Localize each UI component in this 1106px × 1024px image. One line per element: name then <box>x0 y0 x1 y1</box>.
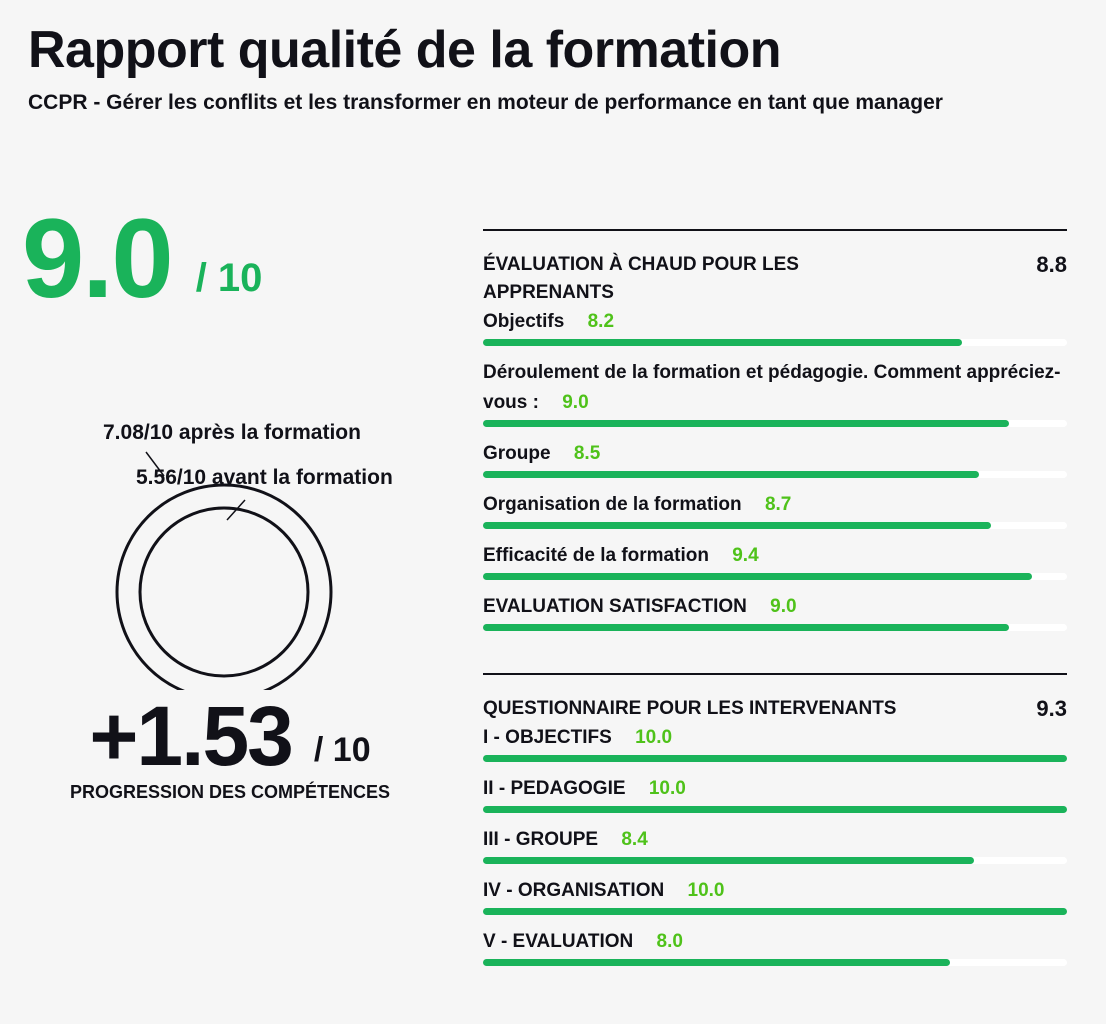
score-bar-track <box>483 806 1067 813</box>
competence-circles: 7.08/10 après la formation 5.56/10 avant… <box>0 400 460 701</box>
criterion-name: I - OBJECTIFS <box>483 727 612 748</box>
overall-score-value: 9.0 <box>22 196 174 321</box>
criterion-row: IV - ORGANISATION 10.0 <box>483 876 1067 915</box>
score-bar-fill <box>483 420 1009 427</box>
training-subtitle: CCPR - Gérer les conflits et les transfo… <box>28 91 943 114</box>
criterion-name: II - PEDAGOGIE <box>483 778 626 799</box>
section-score: 9.3 <box>1036 696 1067 721</box>
progression-value: +1.53 <box>89 689 294 783</box>
score-bar-track <box>483 420 1067 427</box>
criterion-label: EVALUATION SATISFACTION 9.0 <box>483 592 1067 622</box>
score-bar-track <box>483 522 1067 529</box>
score-bar-track <box>483 959 1067 966</box>
after-training-circle <box>115 483 333 701</box>
section-title: ÉVALUATION À CHAUD POUR LES APPRENANTS <box>483 254 799 303</box>
criterion-row: Efficacité de la formation 9.4 <box>483 541 1067 580</box>
trainers-questionnaire-section: QUESTIONNAIRE POUR LES INTERVENANTS 9.3 … <box>483 673 1067 978</box>
competence-progression: +1.53 / 10 PROGRESSION DES COMPÉTENCES <box>0 690 460 803</box>
criterion-name: Objectifs <box>483 311 565 332</box>
before-training-circle <box>138 506 310 678</box>
criterion-row: Groupe 8.5 <box>483 439 1067 478</box>
criterion-score: 9.0 <box>562 392 589 413</box>
score-bar-fill <box>483 471 980 478</box>
score-bar-fill <box>483 573 1032 580</box>
criterion-label: Déroulement de la formation et pédagogie… <box>483 358 1067 418</box>
score-bar-fill <box>483 522 992 529</box>
progression-label: PROGRESSION DES COMPÉTENCES <box>69 782 391 802</box>
overall-score: 9.0 / 10 <box>22 195 262 315</box>
after-label-leader <box>145 451 165 477</box>
score-bar-track <box>483 624 1067 631</box>
criterion-row: II - PEDAGOGIE 10.0 <box>483 774 1067 813</box>
criterion-score: 10.0 <box>687 880 725 901</box>
criteria-list: Objectifs 8.2 Déroulement de la formation… <box>483 307 1067 631</box>
score-bar-track <box>483 471 1067 478</box>
score-bar-fill <box>483 959 951 966</box>
before-label-leader <box>226 499 246 521</box>
criterion-score: 8.0 <box>656 931 683 952</box>
criterion-name: V - EVALUATION <box>483 931 634 952</box>
score-bar-track <box>483 339 1067 346</box>
criterion-label: Efficacité de la formation 9.4 <box>483 541 1067 571</box>
criterion-label: I - OBJECTIFS 10.0 <box>483 723 1067 753</box>
score-bar-fill <box>483 806 1067 813</box>
criterion-name: III - GROUPE <box>483 829 599 850</box>
section-score: 8.8 <box>1036 252 1067 277</box>
criterion-label: Groupe 8.5 <box>483 439 1067 469</box>
score-bar-track <box>483 573 1067 580</box>
criterion-label: V - EVALUATION 8.0 <box>483 927 1067 957</box>
criterion-label: II - PEDAGOGIE 10.0 <box>483 774 1067 804</box>
after-training-label: 7.08/10 après la formation <box>103 421 361 444</box>
criteria-list: I - OBJECTIFS 10.0 II - PEDAGOGIE 10.0 III… <box>483 723 1067 966</box>
score-bar-track <box>483 755 1067 762</box>
criterion-score: 10.0 <box>648 778 686 799</box>
score-bar-fill <box>483 908 1067 915</box>
criterion-name: Déroulement de la formation et pédagogie… <box>483 362 1061 413</box>
criterion-row: Objectifs 8.2 <box>483 307 1067 346</box>
page-title: Rapport qualité de la formation <box>28 21 782 79</box>
criterion-name: Organisation de la formation <box>483 494 742 515</box>
criterion-score: 8.2 <box>587 311 615 332</box>
criterion-name: IV - ORGANISATION <box>483 880 665 901</box>
score-bar-fill <box>483 755 1067 762</box>
criterion-label: IV - ORGANISATION 10.0 <box>483 876 1067 906</box>
criterion-score: 9.0 <box>770 596 797 617</box>
criterion-row: Organisation de la formation 8.7 <box>483 490 1067 529</box>
criterion-row: V - EVALUATION 8.0 <box>483 927 1067 966</box>
before-training-label: 5.56/10 avant la formation <box>136 466 393 489</box>
criterion-label: III - GROUPE 8.4 <box>483 825 1067 855</box>
score-bar-track <box>483 857 1067 864</box>
criterion-score: 8.5 <box>573 443 601 464</box>
criterion-row: III - GROUPE 8.4 <box>483 825 1067 864</box>
criterion-label: Objectifs 8.2 <box>483 307 1067 337</box>
criterion-score: 10.0 <box>635 727 673 748</box>
criterion-row: Déroulement de la formation et pédagogie… <box>483 358 1067 427</box>
progression-scale: / 10 <box>313 731 371 769</box>
criterion-score: 8.7 <box>764 494 792 515</box>
criterion-name: Efficacité de la formation <box>483 545 709 566</box>
section-title: QUESTIONNAIRE POUR LES INTERVENANTS <box>483 698 897 719</box>
criterion-label: Organisation de la formation 8.7 <box>483 490 1067 520</box>
score-bar-fill <box>483 857 974 864</box>
criterion-score: 9.4 <box>732 545 759 566</box>
learners-evaluation-section: ÉVALUATION À CHAUD POUR LES APPRENANTS 8… <box>483 229 1067 643</box>
criterion-row: EVALUATION SATISFACTION 9.0 <box>483 592 1067 631</box>
score-bar-fill <box>483 339 962 346</box>
overall-score-scale: / 10 <box>195 256 263 300</box>
score-bar-track <box>483 908 1067 915</box>
criterion-row: I - OBJECTIFS 10.0 <box>483 723 1067 762</box>
criterion-name: Groupe <box>483 443 551 464</box>
criterion-score: 8.4 <box>621 829 648 850</box>
score-bar-fill <box>483 624 1009 631</box>
criterion-name: EVALUATION SATISFACTION <box>483 596 747 617</box>
